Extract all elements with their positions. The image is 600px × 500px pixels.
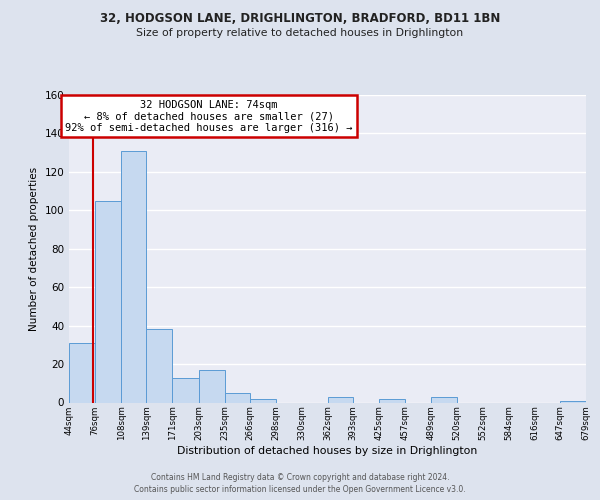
Text: 32, HODGSON LANE, DRIGHLINGTON, BRADFORD, BD11 1BN: 32, HODGSON LANE, DRIGHLINGTON, BRADFORD… bbox=[100, 12, 500, 26]
Bar bbox=[560, 400, 586, 402]
Bar bbox=[95, 200, 121, 402]
Text: Contains HM Land Registry data © Crown copyright and database right 2024.: Contains HM Land Registry data © Crown c… bbox=[151, 472, 449, 482]
Bar bbox=[379, 398, 406, 402]
Text: Size of property relative to detached houses in Drighlington: Size of property relative to detached ho… bbox=[136, 28, 464, 38]
Bar bbox=[224, 393, 250, 402]
Bar bbox=[121, 150, 146, 402]
Text: 32 HODGSON LANE: 74sqm
← 8% of detached houses are smaller (27)
92% of semi-deta: 32 HODGSON LANE: 74sqm ← 8% of detached … bbox=[65, 100, 352, 133]
Bar bbox=[172, 378, 199, 402]
Y-axis label: Number of detached properties: Number of detached properties bbox=[29, 166, 39, 331]
Bar bbox=[199, 370, 224, 402]
Bar bbox=[328, 396, 353, 402]
Bar bbox=[431, 396, 457, 402]
Bar bbox=[250, 398, 276, 402]
Bar bbox=[146, 330, 172, 402]
Text: Contains public sector information licensed under the Open Government Licence v3: Contains public sector information licen… bbox=[134, 485, 466, 494]
Bar bbox=[69, 343, 95, 402]
X-axis label: Distribution of detached houses by size in Drighlington: Distribution of detached houses by size … bbox=[178, 446, 478, 456]
